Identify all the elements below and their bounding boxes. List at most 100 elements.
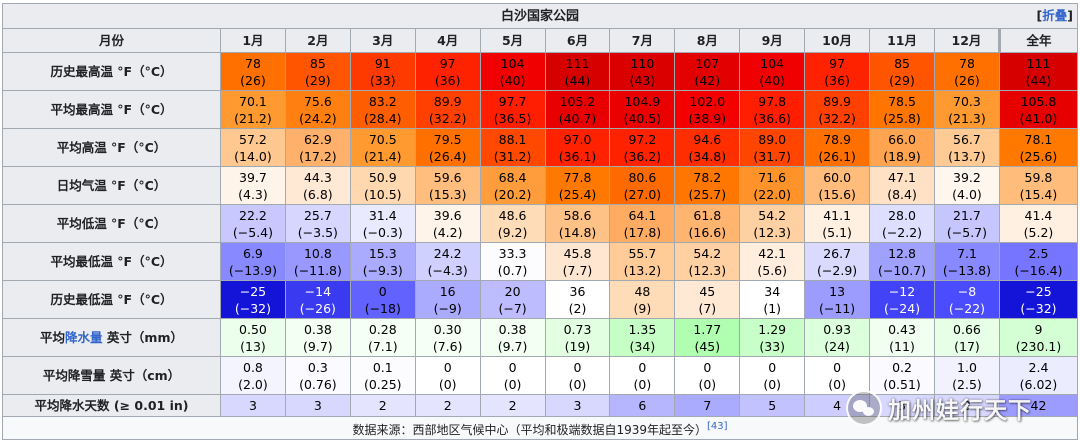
- metric-value: (4.3): [238, 186, 268, 202]
- data-cell: 111 (44): [544, 52, 611, 91]
- data-cell: 85 (29): [869, 52, 935, 91]
- fahrenheit-value: 21.7: [953, 207, 981, 223]
- data-cell: 66.0 (18.9): [869, 128, 935, 167]
- data-cell: 0 (0): [414, 356, 481, 395]
- metric-value: (6.02): [1019, 376, 1058, 392]
- metric-value: (29): [305, 72, 331, 88]
- data-cell: 110 (43): [609, 52, 676, 91]
- fahrenheit-value: 48.6: [498, 207, 527, 223]
- metric-value: (5.1): [822, 224, 852, 240]
- fahrenheit-value: 0.43: [888, 321, 916, 337]
- metric-value: (−32): [1020, 300, 1057, 316]
- data-cell: 48 (9): [609, 280, 676, 319]
- fahrenheit-value: 0.8: [243, 359, 263, 375]
- annual-cell: 9 (230.1): [998, 318, 1079, 357]
- metric-value: (25.7): [688, 186, 727, 202]
- table-row: 平均高温 °F（°C） 57.2 (14.0) 62.9 (17.2) 70.5 (21.4…: [2, 128, 1079, 167]
- collapse-link[interactable]: 折叠: [1042, 8, 1068, 23]
- fahrenheit-value: 71.6: [758, 169, 787, 185]
- metric-value: (34.8): [688, 148, 727, 164]
- fahrenheit-value: 0.2: [892, 359, 912, 375]
- metric-value: (38.9): [688, 110, 727, 126]
- fahrenheit-value: 41.4: [1024, 207, 1053, 223]
- fahrenheit-value: 45.8: [563, 245, 592, 261]
- data-cell: 102.0 (38.9): [674, 90, 741, 129]
- data-cell: 0 (0): [479, 356, 546, 395]
- metric-value: (2.5): [952, 376, 982, 392]
- fahrenheit-value: 0: [378, 283, 387, 299]
- fahrenheit-value: 0: [703, 359, 712, 375]
- data-cell: 22.2 (−5.4): [220, 204, 286, 243]
- source-row: 数据来源：西部地区气候中心（平均和极端数据自1939年起至今）[43]: [2, 416, 1078, 440]
- fahrenheit-value: 89.0: [758, 131, 787, 147]
- fahrenheit-value: 78: [959, 55, 975, 71]
- fahrenheit-value: 15.3: [368, 245, 397, 261]
- row-label: 历史最高温 °F（°C）: [2, 52, 221, 91]
- metric-value: (44): [1025, 72, 1052, 88]
- metric-value: (40): [759, 72, 786, 88]
- fahrenheit-value: 97: [439, 55, 456, 71]
- metric-value: (40.5): [623, 110, 662, 126]
- metric-value: (18.9): [883, 148, 921, 164]
- fahrenheit-value: 80.6: [628, 169, 657, 185]
- fahrenheit-value: 33.3: [498, 245, 527, 261]
- fahrenheit-value: 28.0: [888, 207, 916, 223]
- metric-value: (13.2): [623, 262, 662, 278]
- metric-value: (13): [240, 338, 266, 354]
- fahrenheit-value: 3: [962, 398, 971, 413]
- precipitation-link[interactable]: 降水量: [65, 330, 103, 345]
- metric-value: (17.8): [623, 224, 662, 240]
- metric-value: (36.2): [623, 148, 662, 164]
- fahrenheit-value: 2.5: [1028, 245, 1049, 261]
- metric-value: (36): [434, 72, 461, 88]
- reference-link[interactable]: [43]: [707, 420, 728, 432]
- fahrenheit-value: 85: [309, 55, 326, 71]
- fahrenheit-value: 88.1: [498, 131, 527, 147]
- data-cell: 0.30 (7.6): [414, 318, 481, 357]
- data-cell: 70.3 (21.3): [933, 90, 1000, 129]
- month-header: 9月: [739, 28, 806, 53]
- table-row: 平均降水量 英寸（mm） 0.50 (13) 0.38 (9.7) 0.28 (7.1) 0.…: [2, 318, 1079, 357]
- fahrenheit-value: 7.1: [957, 245, 977, 261]
- fahrenheit-value: 78.1: [1024, 131, 1053, 147]
- fahrenheit-value: 83.2: [368, 93, 397, 109]
- data-cell: 0.73 (19): [544, 318, 611, 357]
- data-cell: 88.1 (31.2): [479, 128, 546, 167]
- data-cell: 47.1 (8.4): [869, 166, 935, 205]
- fahrenheit-value: 0.38: [498, 321, 527, 337]
- fahrenheit-value: 97: [829, 55, 846, 71]
- data-cell: 3: [933, 394, 1000, 417]
- data-cell: 1.77 (45): [674, 318, 741, 357]
- fahrenheit-value: 78.5: [888, 93, 916, 109]
- collapse-toggle[interactable]: [折叠]: [1037, 7, 1073, 24]
- metric-value: (8.4): [887, 186, 917, 202]
- fahrenheit-value: 59.6: [433, 169, 462, 185]
- fahrenheit-value: 105.2: [559, 93, 596, 109]
- metric-value: (5.2): [1023, 224, 1054, 240]
- data-cell: 97.2 (36.2): [609, 128, 676, 167]
- fahrenheit-value: 79.5: [433, 131, 462, 147]
- fahrenheit-value: 39.7: [239, 169, 267, 185]
- fahrenheit-value: 60.0: [823, 169, 852, 185]
- fahrenheit-value: 12.8: [888, 245, 916, 261]
- data-cell: 56.7 (13.7): [933, 128, 1000, 167]
- metric-value: (25.6): [1019, 148, 1058, 164]
- data-cell: 70.1 (21.2): [220, 90, 286, 129]
- fahrenheit-value: 77.8: [563, 169, 592, 185]
- metric-value: (15.6): [818, 186, 856, 202]
- fahrenheit-value: 5: [768, 398, 777, 413]
- data-cell: 45 (7): [674, 280, 741, 319]
- metric-value: (−11.8): [293, 262, 342, 278]
- annual-cell: 2.5 (−16.4): [998, 242, 1079, 281]
- metric-value: (33): [369, 72, 396, 88]
- fahrenheit-value: 0.73: [563, 321, 592, 337]
- fahrenheit-value: 64.1: [628, 207, 657, 223]
- table-title: 白沙国家公园 [折叠]: [2, 3, 1078, 29]
- metric-value: (2.0): [238, 376, 268, 392]
- metric-value: (33): [759, 338, 786, 354]
- metric-value: (−9): [433, 300, 462, 316]
- metric-value: (0.76): [299, 376, 337, 392]
- metric-value: (6.8): [303, 186, 333, 202]
- data-cell: 83.2 (28.4): [349, 90, 416, 129]
- data-cell: 54.2 (12.3): [739, 204, 806, 243]
